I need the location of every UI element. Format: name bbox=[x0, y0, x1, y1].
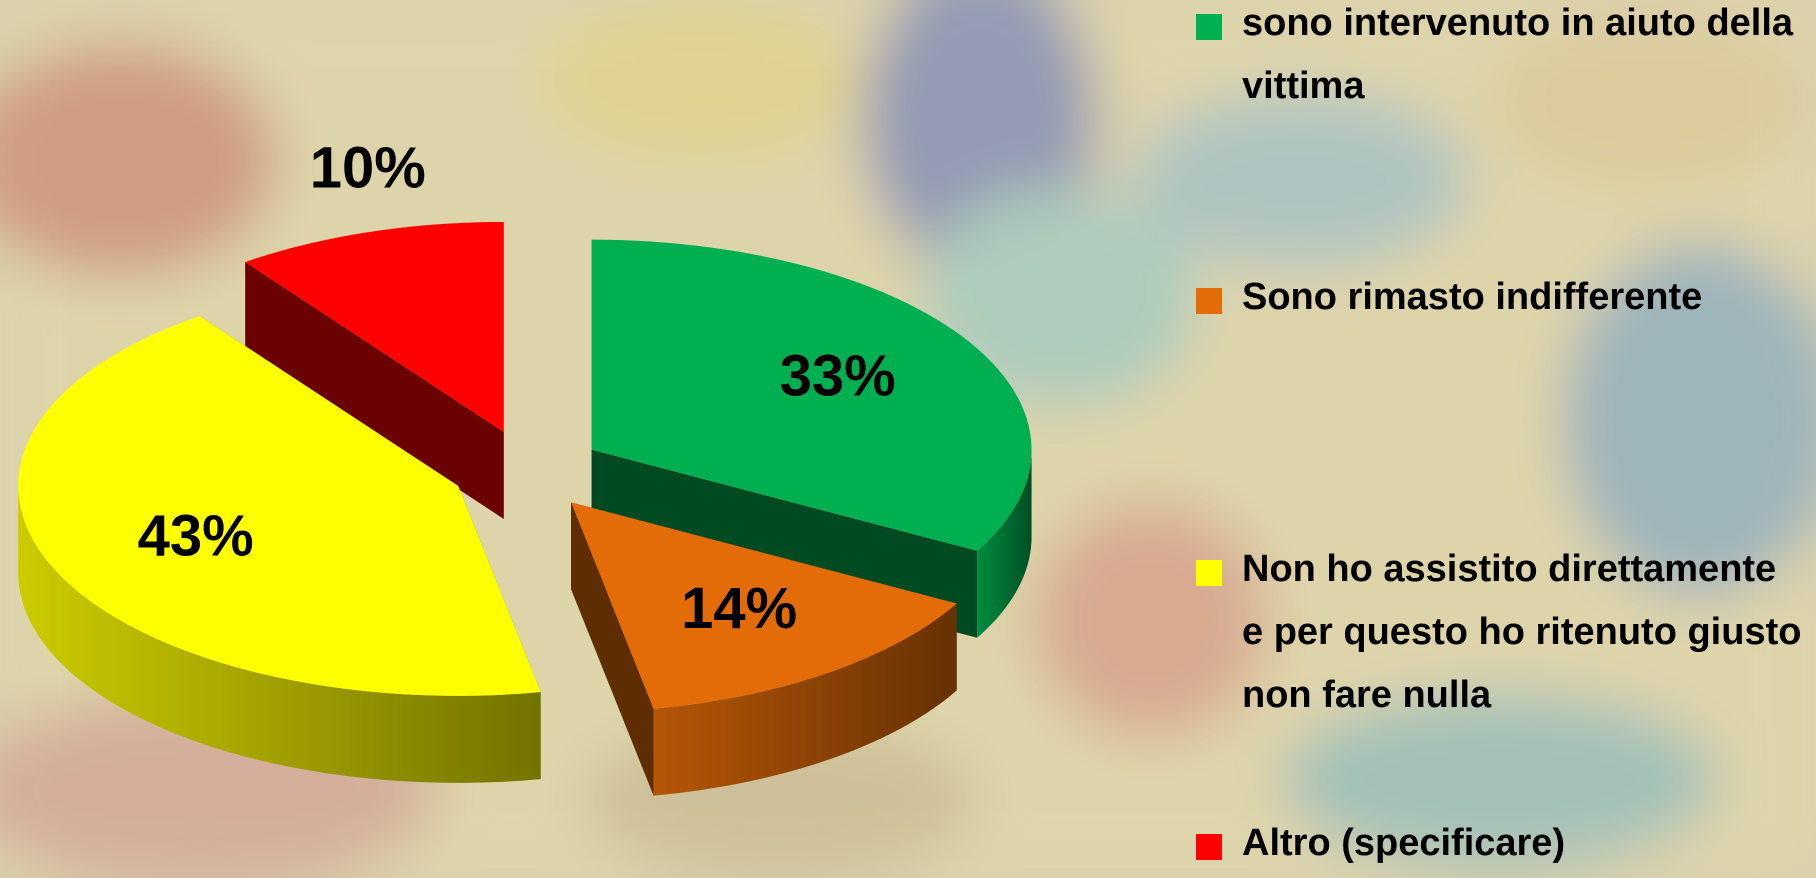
page: 33% 14% 43% 10% sono intervenuto in aiuto d… bbox=[0, 0, 1816, 878]
legend-swatch bbox=[1196, 288, 1222, 314]
legend-label: Non ho assistito direttamente e per ques… bbox=[1242, 538, 1802, 727]
legend-swatch bbox=[1196, 560, 1222, 586]
data-label: 43% bbox=[138, 503, 254, 568]
data-label: 14% bbox=[681, 576, 797, 641]
legend-label: Sono rimasto indifferente bbox=[1242, 266, 1802, 329]
legend-label: Altro (specificare) bbox=[1242, 812, 1802, 875]
legend-label: sono intervenuto in aiuto della vittima bbox=[1242, 0, 1802, 118]
legend: sono intervenuto in aiuto della vittima S… bbox=[1196, 0, 1806, 878]
data-label: 33% bbox=[780, 343, 896, 408]
data-label: 10% bbox=[310, 136, 426, 201]
legend-swatch bbox=[1196, 14, 1222, 40]
legend-swatch bbox=[1196, 834, 1222, 860]
